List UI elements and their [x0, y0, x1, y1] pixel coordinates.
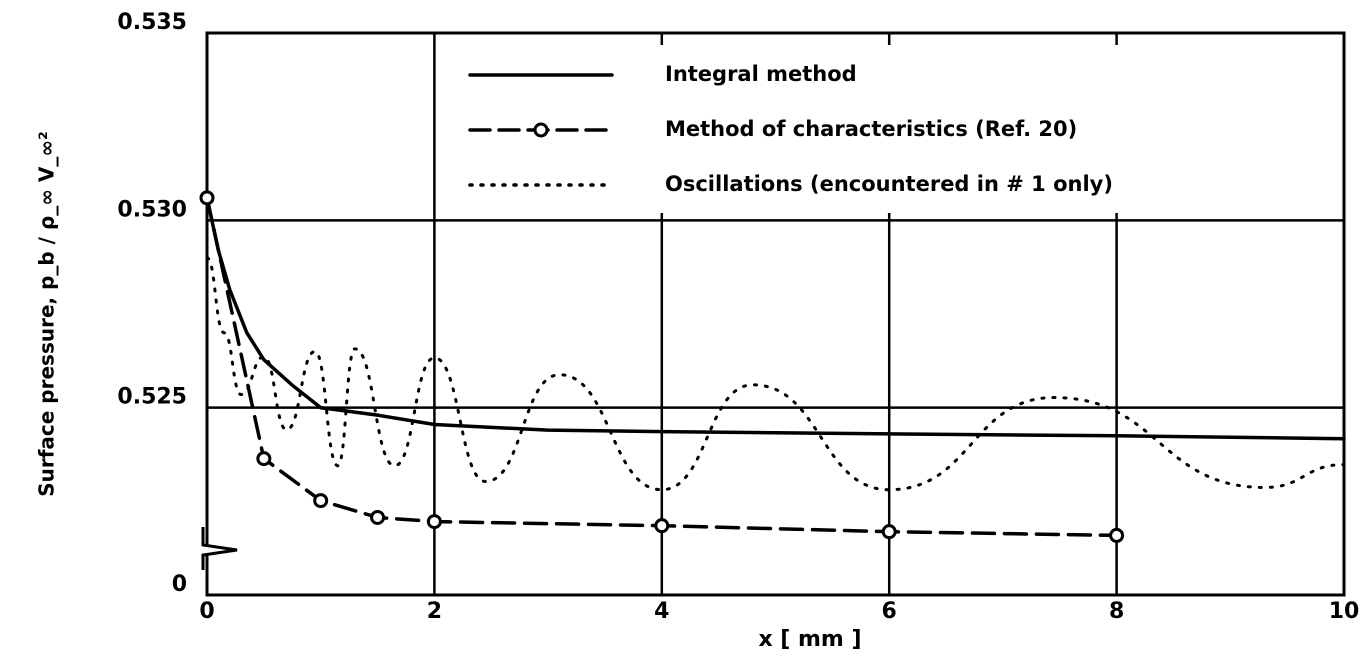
marker: [654, 518, 670, 534]
series-line: [205, 256, 1346, 492]
x-tick-label: 0: [199, 599, 214, 624]
x-tick-label: 8: [1109, 599, 1124, 624]
legend-label: Oscillations (encountered in # 1 only): [665, 172, 1113, 196]
marker: [370, 509, 386, 525]
marker: [1109, 527, 1125, 543]
x-tick-label: 10: [1329, 599, 1360, 624]
legend-label: Integral method: [665, 62, 857, 86]
plot-frame: [205, 31, 1346, 597]
x-tick-label: 4: [654, 599, 669, 624]
marker: [256, 451, 272, 467]
marker: [426, 514, 442, 530]
x-axis-label: x [ mm ]: [758, 627, 861, 652]
x-tick-label: 6: [882, 599, 897, 624]
series-line: [205, 196, 1119, 538]
legend-label: Method of characteristics (Ref. 20): [665, 117, 1077, 141]
series-line: [205, 196, 1346, 441]
marker: [313, 493, 329, 509]
y-tick-label: 0.530: [117, 197, 187, 222]
x-tick-label: 2: [427, 599, 442, 624]
marker: [881, 524, 897, 540]
marker: [199, 190, 215, 206]
axis-break: [201, 527, 238, 570]
y-axis-label: Surface pressure, p_b / ρ_∞ V_∞²: [35, 131, 59, 497]
y-tick-label: 0.525: [117, 385, 187, 410]
y-tick-label: 0: [172, 572, 187, 597]
y-tick-label: 0.535: [117, 10, 187, 35]
legend-marker: [533, 122, 549, 138]
